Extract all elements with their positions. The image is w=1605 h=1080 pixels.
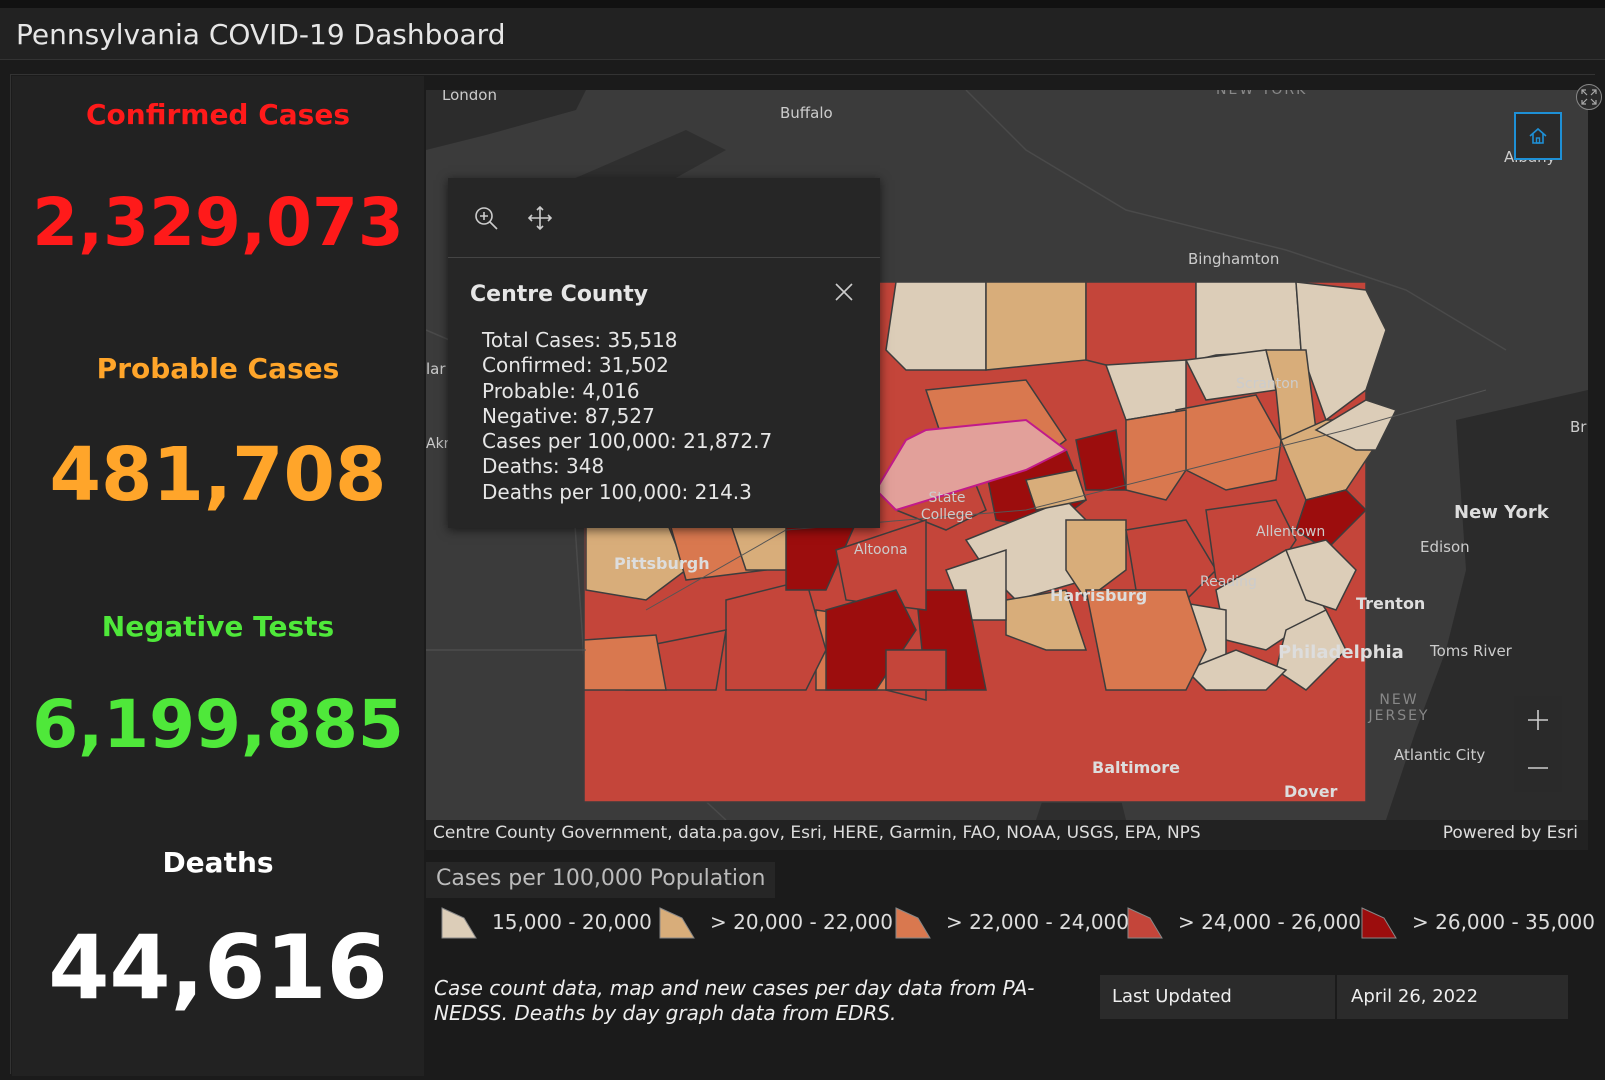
map-attribution: Centre County Government, data.pa.gov, E… <box>426 820 1588 850</box>
place-pittsburgh: Pittsburgh <box>614 554 710 573</box>
last-updated-value: April 26, 2022 <box>1337 975 1568 1019</box>
legend-label-2: > 20,000 - 22,000 <box>710 910 894 934</box>
negative-tests-value: 6,199,885 <box>32 686 404 763</box>
deaths-label: Deaths <box>162 846 274 879</box>
legend-item-3: > 22,000 - 24,000 <box>894 900 1129 944</box>
expand-icon <box>1581 89 1597 105</box>
zoom-out-button[interactable] <box>1514 744 1562 792</box>
place-harrisburg: Harrisburg <box>1050 586 1148 605</box>
dashboard-frame <box>10 74 1595 1074</box>
legend-item-2: > 20,000 - 22,000 <box>658 900 893 944</box>
place-atlantic-city: Atlantic City <box>1394 746 1486 764</box>
negative-tests-label: Negative Tests <box>101 610 335 643</box>
place-new-york: New York <box>1454 502 1549 523</box>
data-source-note: Case count data, map and new cases per d… <box>434 976 1035 1025</box>
place-altoona: Altoona <box>854 542 908 558</box>
legend-swatch-2 <box>659 907 695 939</box>
county-popup: Centre County Total Cases: 35,518 Confir… <box>448 178 880 528</box>
deaths-value: 44,616 <box>48 916 388 1019</box>
popup-close-button[interactable] <box>830 278 858 306</box>
legend-label-4: > 24,000 - 26,000 <box>1178 910 1362 934</box>
place-london: London <box>442 90 497 104</box>
home-button[interactable] <box>1514 112 1562 160</box>
legend-title: Cases per 100,000 Population <box>426 862 776 898</box>
attribution-sources: Centre County Government, data.pa.gov, E… <box>433 823 1201 843</box>
legend-item-5: > 26,000 - 35,000 <box>1360 900 1595 944</box>
place-buffalo: Buffalo <box>780 104 833 122</box>
last-updated-label: Last Updated <box>1100 975 1335 1019</box>
zoom-controls <box>1514 696 1562 792</box>
legend-item-4: > 24,000 - 26,000 <box>1126 900 1361 944</box>
minus-icon <box>1528 767 1548 769</box>
place-br: Br <box>1570 418 1587 436</box>
place-dover: Dover <box>1284 782 1338 801</box>
legend-swatch-5 <box>1361 907 1397 939</box>
legend-item-1: 15,000 - 20,000 <box>440 900 652 944</box>
place-scranton: Scranton <box>1236 376 1299 392</box>
top-bar <box>0 0 1605 8</box>
place-trenton: Trenton <box>1356 594 1426 613</box>
page-title: Pennsylvania COVID-19 Dashboard <box>16 18 506 51</box>
confirmed-cases-label: Confirmed Cases <box>85 98 350 131</box>
popup-deaths: Deaths: 348 <box>482 454 605 479</box>
popup-total-cases: Total Cases: 35,518 <box>482 328 678 352</box>
legend-swatch-1 <box>441 907 477 939</box>
place-reading: Reading <box>1200 574 1257 590</box>
zoom-in-button[interactable] <box>1514 696 1562 744</box>
legend-swatch-3 <box>895 907 931 939</box>
popup-title: Centre County <box>470 282 649 307</box>
place-new-jersey: NEW JERSEY <box>1368 692 1430 724</box>
place-philadelphia: Philadelphia <box>1278 642 1404 663</box>
legend-label-3: > 22,000 - 24,000 <box>946 910 1130 934</box>
confirmed-cases-value: 2,329,073 <box>32 184 404 261</box>
popup-negative: Negative: 87,527 <box>482 403 655 428</box>
pan-button[interactable] <box>526 204 554 232</box>
header: Pennsylvania COVID-19 Dashboard <box>0 8 1605 60</box>
expand-button[interactable] <box>1576 84 1602 110</box>
popup-confirmed: Confirmed: 31,502 <box>482 353 669 378</box>
pan-icon <box>527 205 553 231</box>
zoom-to-icon <box>475 207 498 230</box>
place-akron: Akr <box>426 436 450 452</box>
legend-label-1: 15,000 - 20,000 <box>492 910 652 934</box>
last-updated: Last Updated April 26, 2022 <box>1100 975 1568 1019</box>
close-icon <box>835 283 853 301</box>
zoom-to-button[interactable] <box>472 204 500 232</box>
popup-details: Total Cases: 35,518 Confirmed: 31,502 Pr… <box>482 328 772 505</box>
popup-toolbar <box>448 178 880 258</box>
place-baltimore: Baltimore <box>1092 758 1181 777</box>
popup-deaths-per-100k: Deaths per 100,000: 214.3 <box>482 479 752 504</box>
place-edison: Edison <box>1420 538 1470 556</box>
legend-label-5: > 26,000 - 35,000 <box>1412 910 1596 934</box>
place-allentown: Allentown <box>1256 524 1326 540</box>
probable-cases-label: Probable Cases <box>96 352 340 385</box>
place-new-york-state: NEW YORK <box>1216 90 1308 98</box>
legend-swatch-4 <box>1127 907 1163 939</box>
powered-by-esri-link[interactable]: Powered by Esri <box>1442 823 1578 843</box>
popup-cases-per-100k: Cases per 100,000: 21,872.7 <box>482 429 773 454</box>
place-state-college: State College <box>920 490 974 523</box>
place-cleveland: lar <box>426 360 446 378</box>
popup-probable: Probable: 4,016 <box>482 378 640 403</box>
place-toms-river: Toms River <box>1430 642 1512 660</box>
stats-panel: Confirmed Cases 2,329,073 Probable Cases… <box>12 76 424 1076</box>
home-icon <box>1529 127 1547 144</box>
probable-cases-value: 481,708 <box>49 432 387 518</box>
place-binghamton: Binghamton <box>1188 250 1280 268</box>
plus-icon <box>1528 710 1548 730</box>
